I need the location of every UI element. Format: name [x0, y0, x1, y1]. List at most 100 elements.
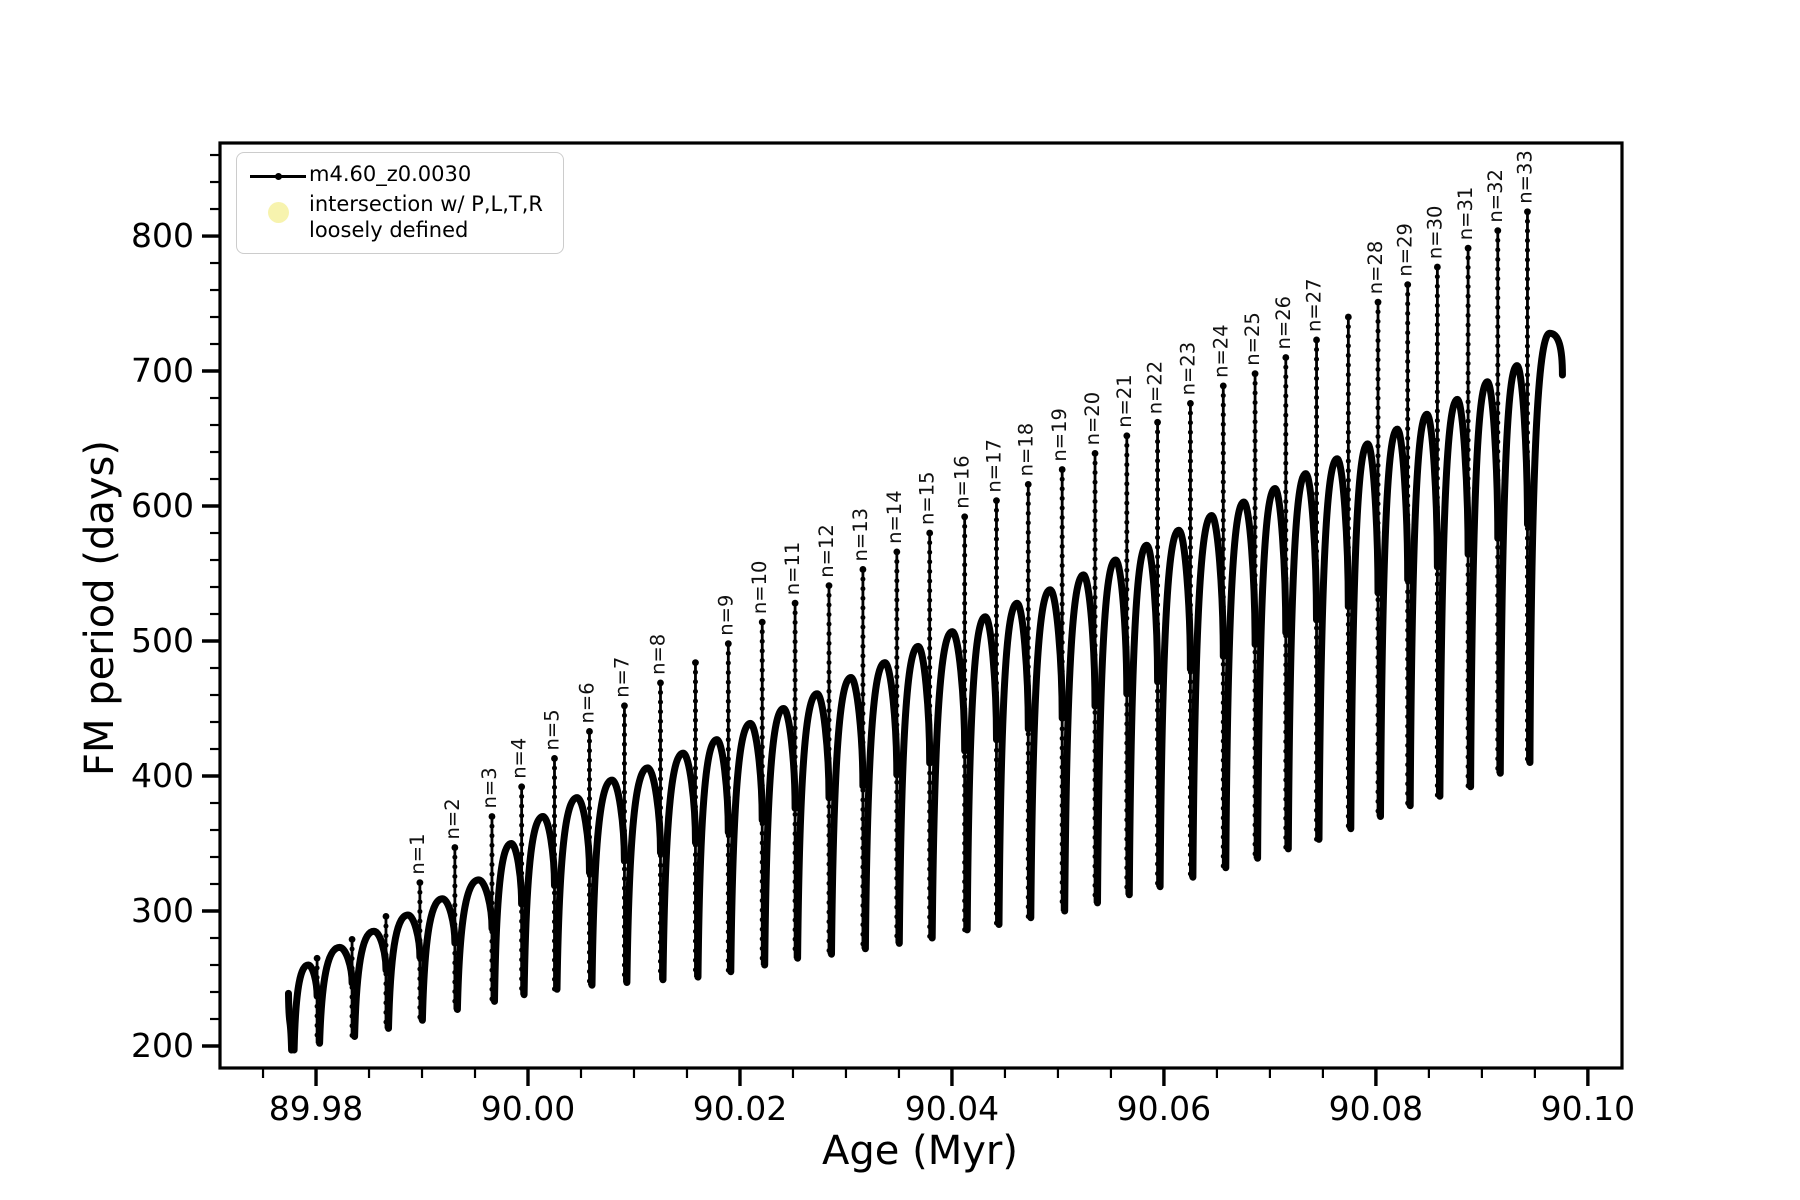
y-axis-title: FM period (days): [77, 440, 123, 776]
x-tick-label: 90.02: [693, 1089, 787, 1128]
spike-top-marker: [382, 912, 390, 920]
x-axis-title: Age (Myr): [822, 1128, 1018, 1174]
x-tick-label: 90.04: [905, 1089, 999, 1128]
spike-top-marker: [1464, 244, 1472, 252]
pulse-number-label: n=18: [1014, 423, 1037, 477]
curve-arc: [1156, 526, 1194, 891]
pulse-number-label: n=16: [951, 455, 974, 509]
pulse-number-label: n=28: [1364, 241, 1387, 295]
curve-arc: [1377, 425, 1412, 820]
curve-arc: [1254, 484, 1290, 862]
pulse-number-label: n=26: [1272, 296, 1295, 350]
pulse-number-label: n=29: [1394, 223, 1417, 277]
y-tick-label: 600: [131, 486, 194, 525]
legend: m4.60_z0.0030 intersection w/ P,L,T,R lo…: [236, 152, 564, 254]
curve-arc: [828, 673, 867, 958]
pulse-number-label: n=19: [1048, 408, 1071, 462]
curve-arc: [1189, 511, 1227, 881]
plot-border: [218, 141, 1624, 1070]
spike-top-marker: [657, 679, 664, 687]
x-tick-label: 89.98: [269, 1089, 363, 1128]
legend-entry-series: m4.60_z0.0030: [247, 161, 551, 191]
pulse-number-label: n=10: [748, 561, 771, 615]
pulse-number-label: n=25: [1241, 312, 1264, 366]
x-tick-label: 90.00: [481, 1089, 575, 1128]
spike-top-marker: [1433, 263, 1441, 271]
pulse-number-label: n=2: [441, 798, 464, 839]
pulse-number-label: n=11: [781, 542, 804, 596]
pulse-number-label: n=24: [1209, 324, 1232, 378]
data-series: [284, 208, 1566, 1054]
spike-top-marker: [1494, 227, 1502, 235]
curve-arc: [995, 599, 1032, 928]
spike-top-marker: [859, 566, 867, 573]
curve-arc: [1406, 410, 1441, 810]
x-tick-label: 90.10: [1541, 1089, 1635, 1128]
curve-arc: [1496, 362, 1531, 777]
spike-top-marker: [586, 728, 593, 735]
legend-intersection-label: intersection w/ P,L,T,R loosely defined: [309, 191, 543, 243]
spike-top-marker: [758, 618, 766, 626]
pulse-number-label: n=3: [478, 767, 501, 808]
curve-arc: [588, 776, 628, 989]
spike-top-marker: [993, 497, 1000, 505]
pulse-number-label: n=27: [1303, 278, 1326, 332]
spike-top-marker: [518, 783, 526, 791]
spike-top-marker: [551, 755, 558, 762]
point-marker-icon: [274, 172, 282, 180]
spike-top-marker: [1058, 466, 1066, 473]
pulse-number-label: n=7: [610, 657, 633, 698]
curve-arc: [418, 895, 459, 1024]
spike-top-marker: [926, 529, 934, 537]
spike-top-marker: [1123, 432, 1131, 440]
circle-marker-icon: [267, 201, 289, 223]
curve-arc: [659, 749, 699, 984]
spike-top-marker: [1374, 298, 1382, 306]
spike-top-marker: [621, 702, 628, 710]
pulse-number-label: n=5: [541, 709, 564, 750]
curve-arc: [385, 911, 424, 1032]
y-tick-label: 400: [131, 756, 194, 795]
pulse-number-label: n=31: [1454, 187, 1477, 241]
x-tick-label: 90.06: [1117, 1089, 1211, 1128]
pulse-number-label: n=23: [1176, 342, 1199, 396]
spike-top-marker: [1154, 418, 1161, 426]
axis-tick-labels: 89.98 90.00 90.02 90.04 90.06 90.08 90.10 200 30…: [131, 150, 1635, 1128]
x-tick-label: 90.08: [1329, 1089, 1423, 1128]
y-tick-label: 300: [131, 891, 194, 930]
spike-top-marker: [1344, 313, 1352, 321]
legend-series-label: m4.60_z0.0030: [309, 162, 472, 186]
spike-top-marker: [1024, 481, 1032, 488]
y-tick-label: 500: [131, 621, 194, 660]
legend-entry-intersection: intersection w/ P,L,T,R loosely defined: [247, 191, 551, 243]
spike-top-marker: [1404, 281, 1412, 289]
pulse-number-label: n=22: [1144, 361, 1167, 415]
curve-arc: [1027, 586, 1066, 922]
pulse-number-label: n=32: [1484, 169, 1507, 223]
spike-top-marker: [451, 844, 459, 851]
curve-arc: [727, 719, 766, 976]
spike-top-marker: [692, 659, 699, 667]
curve-arc: [553, 794, 593, 993]
pulse-number-label: n=15: [916, 471, 939, 525]
pulse-number-label: n=14: [883, 490, 906, 544]
pulse-number-label: n=17: [983, 439, 1006, 493]
spike-top-marker: [348, 935, 356, 943]
pulse-number-label: n=1: [406, 833, 429, 874]
spike-top-marker: [961, 513, 969, 521]
y-tick-label: 800: [131, 216, 194, 255]
spike-top-marker: [724, 640, 732, 648]
pulse-number-label: n=4: [508, 738, 531, 779]
spike-top-marker: [488, 813, 496, 820]
spike-top-marker: [1524, 208, 1531, 216]
pulse-number-label: n=12: [815, 524, 838, 578]
curve-arc: [694, 736, 732, 981]
pulse-number-label: n=21: [1113, 374, 1136, 428]
y-tick-label: 700: [131, 351, 194, 390]
spike-top-marker: [313, 954, 321, 962]
curve-arc: [1125, 541, 1162, 899]
pulse-number-label: n=20: [1081, 392, 1104, 446]
pulse-number-label: n=9: [714, 595, 737, 636]
axis-ticks: [202, 153, 1590, 1086]
curve-arc: [761, 704, 799, 969]
